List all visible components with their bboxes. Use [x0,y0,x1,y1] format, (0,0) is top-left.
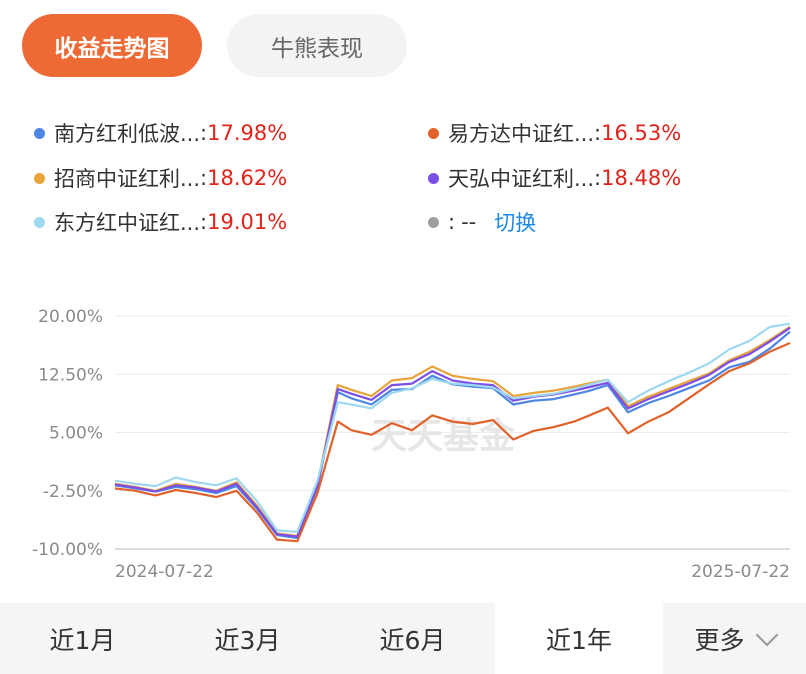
legend-value: 19.01% [207,210,288,234]
legend-name: 易方达中证红... [448,122,595,146]
series-line [114,322,791,533]
y-tick-label: -2.50% [43,482,103,502]
range-6m[interactable]: 近6月 [379,625,446,655]
legend-name: 南方红利低波... [54,122,201,146]
legend-sep: : [200,210,208,234]
y-tick-label: 5.00% [49,424,103,444]
y-tick-label: 12.50% [38,365,103,385]
range-more[interactable]: 更多 [663,603,806,674]
return-chart: 天天基金 20.00% 12.50% 5.00% -2.50% -10.00% 2024-… [32,307,791,582]
legend-item: 南方红利低波... : 17.98% [34,118,287,148]
range-3m[interactable]: 近3月 [214,625,281,655]
legend-value: 18.48% [601,166,682,190]
legend-sep: : [448,210,456,234]
legend-sep: : [594,166,602,190]
x-tick-label: 2024-07-22 [115,562,214,582]
y-tick-label: -10.00% [32,540,103,560]
range-1m[interactable]: 近1月 [49,625,116,655]
legend-sep: : [200,166,208,190]
range-1y[interactable]: 近1年 [495,603,663,674]
legend-sep: : [594,121,602,145]
chevron-down-icon [755,623,778,646]
legend-name: 招商中证红利... [54,167,201,191]
series-dot-icon [428,172,439,184]
y-tick-label: 20.00% [38,307,103,327]
legend-value: 17.98% [207,121,288,145]
legend-item: 招商中证红利... : 18.62% [34,163,287,193]
range-more-label: 更多 [694,625,745,655]
tab-bull-bear[interactable]: 牛熊表现 [227,14,407,77]
x-tick-label: 2025-07-22 [691,562,790,582]
legend-sep: : [200,121,208,145]
legend-value: -- [461,210,477,234]
tab-income-trend[interactable]: 收益走势图 [22,14,202,77]
series-dot-icon [34,172,45,184]
series-line [114,325,791,537]
watermark: 天天基金 [371,415,516,457]
series-line [114,341,791,543]
legend-item: 东方红中证红... : 19.01% [34,207,287,237]
series-dot-icon [34,127,45,139]
legend-value: 16.53% [601,121,682,145]
range-selector: 近1月 近3月 近6月 近1年 更多 [0,603,806,674]
legend-name: 东方红中证红... [54,211,201,235]
legend-name: 天弘中证红利... [448,167,595,191]
legend-value: 18.62% [207,166,288,190]
legend-item: 天弘中证红利... : 18.48% [428,163,681,193]
legend-item: 易方达中证红... : 16.53% [428,118,681,148]
series-dot-icon [428,127,439,139]
series-dot-icon [34,216,45,228]
switch-link[interactable]: 切换 [494,211,537,235]
legend-item: : -- 切换 [428,207,536,237]
series-dot-icon [428,216,439,228]
series-line [114,326,791,538]
